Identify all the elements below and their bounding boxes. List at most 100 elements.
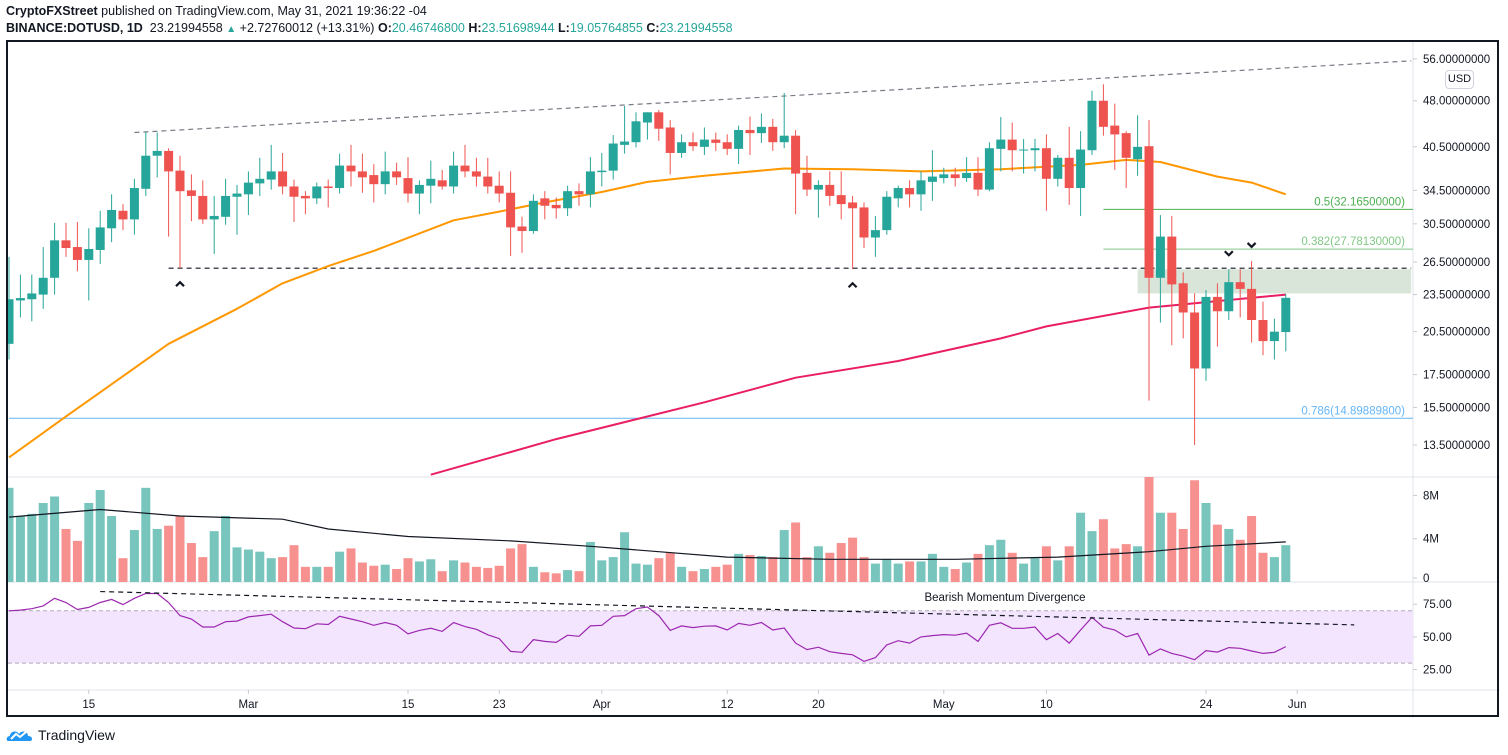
volume-bar — [471, 566, 481, 582]
candle-body — [186, 190, 196, 196]
candle — [1201, 290, 1211, 381]
volume-bar — [72, 540, 82, 582]
candle-body — [8, 299, 14, 344]
candle — [278, 152, 288, 195]
candle-body — [620, 141, 630, 145]
candle — [460, 144, 470, 178]
candle-body — [449, 165, 459, 187]
candle — [756, 113, 766, 143]
candle-body — [1110, 125, 1120, 135]
volume-bar — [882, 559, 892, 582]
candle-body — [1144, 146, 1154, 278]
volume-bar — [221, 515, 231, 582]
candle — [300, 191, 310, 215]
candle — [1053, 155, 1063, 187]
candle — [859, 202, 869, 249]
candle — [905, 180, 915, 208]
candle-body — [859, 207, 869, 238]
volume-bar — [802, 557, 812, 582]
axes: 56.00000000 48.00000000 40.50000000 34.5000… — [82, 54, 1490, 711]
volume-bar — [517, 544, 527, 582]
candle — [745, 116, 755, 156]
candle — [198, 180, 208, 224]
currency-badge[interactable]: USD — [1445, 70, 1474, 89]
volume-bar — [563, 570, 573, 582]
candle — [528, 194, 538, 234]
candle — [209, 195, 219, 254]
candle-body — [905, 188, 915, 195]
volume-bar — [243, 549, 253, 582]
close-label: C: — [646, 21, 660, 35]
candle-body — [289, 186, 299, 197]
candle — [825, 171, 835, 206]
candle-body — [665, 127, 675, 153]
symbol-name: BINANCE:DOTUSD, 1D — [6, 21, 143, 35]
price-axis-label: 34.50000000 — [1423, 185, 1490, 197]
up-triangle-icon: ▲ — [226, 24, 237, 35]
candle — [437, 169, 447, 190]
publisher-name[interactable]: CryptoFXStreet — [6, 4, 98, 18]
volume-bar — [369, 565, 379, 582]
candle-body — [654, 112, 664, 129]
candle — [631, 112, 641, 148]
volume-bar — [859, 557, 869, 582]
volume-bar — [129, 530, 139, 582]
volume-bar — [1269, 557, 1279, 582]
candle-body — [1087, 100, 1097, 151]
volume-bar — [50, 496, 60, 582]
volume-axis-label: 4M — [1423, 534, 1439, 546]
tradingview-cloud-icon — [6, 731, 33, 741]
moving-average-200-line — [430, 293, 1286, 476]
candle — [1019, 138, 1029, 174]
candle — [620, 105, 630, 154]
candle-body — [346, 165, 356, 172]
volume-bar — [654, 558, 664, 582]
volume-bar — [1178, 528, 1188, 582]
fib-level-label: 0.5(32.16500000) — [1314, 196, 1405, 208]
candle — [357, 153, 367, 193]
time-axis-label: 12 — [721, 699, 734, 711]
candle — [107, 194, 117, 243]
candle-body — [369, 175, 379, 185]
volume-bar — [1121, 544, 1131, 582]
candle-body — [152, 150, 162, 156]
volume-bar — [962, 562, 972, 582]
volume-bar — [973, 553, 983, 582]
candle — [996, 117, 1006, 172]
candle-body — [962, 172, 972, 179]
candle — [1178, 272, 1188, 339]
volume-bar — [608, 557, 618, 582]
candle-body — [984, 148, 994, 190]
candle — [984, 142, 994, 192]
candle — [882, 191, 892, 235]
last-price: 23.21994558 — [149, 21, 223, 35]
volume-bar — [8, 487, 14, 582]
volume-bar — [266, 558, 276, 582]
volume-bar — [1155, 512, 1165, 582]
candle-body — [517, 226, 527, 232]
volume-bar — [61, 528, 71, 582]
candle-body — [460, 165, 470, 172]
candle — [392, 162, 402, 185]
candle-body — [209, 215, 219, 220]
chart-frame — [6, 40, 1499, 717]
candle — [152, 132, 162, 178]
time-axis-label: Jun — [1288, 699, 1307, 711]
volume-bar — [688, 571, 698, 582]
volume-bar — [768, 557, 778, 582]
candle — [346, 144, 356, 187]
volume-bar — [677, 566, 687, 582]
tradingview-logo[interactable]: TradingView — [6, 727, 115, 743]
volume-bar — [1053, 560, 1063, 582]
candle-body — [232, 193, 242, 197]
candle-body — [38, 277, 48, 295]
candle — [574, 183, 584, 206]
time-axis-label: May — [933, 699, 955, 711]
volume-bar — [756, 556, 766, 582]
close-value: 23.21994558 — [659, 21, 733, 35]
candle — [164, 148, 174, 237]
volume-bar — [1019, 563, 1029, 582]
candle — [665, 120, 675, 175]
rsi-line — [8, 592, 1287, 663]
